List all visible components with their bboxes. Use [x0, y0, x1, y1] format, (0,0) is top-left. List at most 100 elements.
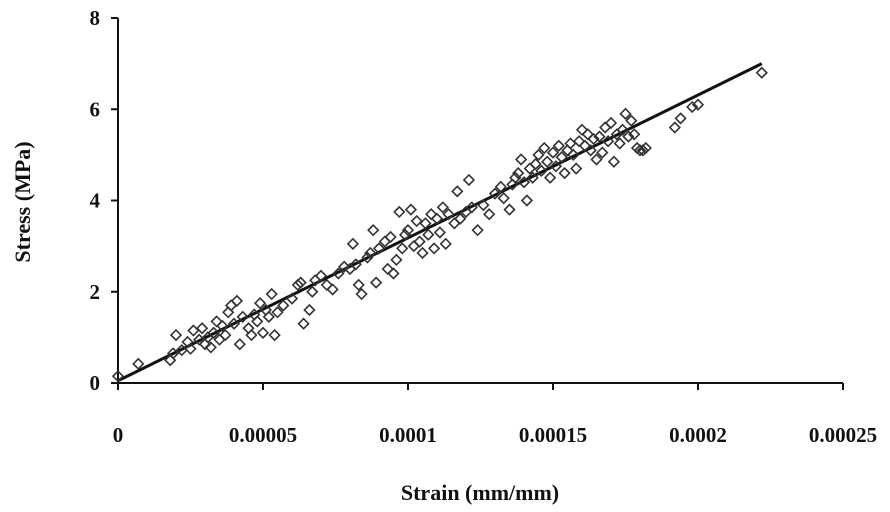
data-point	[166, 347, 180, 360]
data-point	[407, 239, 420, 253]
x-tick-label: 0.0001	[379, 423, 437, 447]
data-point	[599, 121, 612, 134]
data-point	[303, 303, 316, 317]
data-point	[529, 157, 542, 171]
data-point	[320, 278, 333, 292]
data-point	[332, 267, 345, 280]
data-point	[230, 294, 244, 308]
data-point	[686, 100, 699, 114]
data-point	[393, 205, 406, 219]
data-point	[581, 128, 594, 141]
data-point	[256, 326, 270, 339]
data-point	[523, 162, 536, 175]
data-point	[361, 251, 374, 264]
data-point	[297, 317, 310, 330]
data-point	[509, 171, 522, 184]
data-point	[572, 135, 586, 148]
data-point	[207, 326, 220, 339]
data-point	[546, 146, 560, 159]
data-point	[245, 328, 258, 342]
y-tick-label: 2	[90, 280, 101, 304]
data-point	[326, 283, 339, 296]
data-point	[639, 141, 652, 155]
data-point	[372, 242, 386, 255]
data-point	[616, 123, 629, 136]
data-point	[410, 214, 423, 228]
y-tick-label: 8	[90, 6, 101, 30]
data-point	[413, 235, 426, 248]
data-point	[195, 322, 209, 335]
data-point	[625, 114, 638, 127]
data-point	[265, 287, 278, 301]
data-point	[526, 171, 539, 184]
data-point	[367, 224, 380, 237]
data-point	[291, 278, 304, 292]
data-point	[390, 253, 403, 266]
data-point	[538, 141, 551, 155]
data-point	[590, 153, 603, 166]
trend-line-group	[117, 62, 763, 383]
data-point	[596, 146, 609, 159]
data-point	[619, 107, 632, 120]
data-point	[593, 130, 606, 143]
data-point	[251, 315, 264, 328]
data-point	[628, 128, 641, 141]
data-point	[578, 139, 592, 152]
data-point	[436, 201, 449, 214]
data-point	[514, 153, 528, 166]
data-point	[187, 324, 200, 337]
data-point	[396, 242, 409, 255]
x-tick-label: 0	[113, 423, 124, 447]
data-point	[541, 155, 554, 168]
data-point	[111, 370, 125, 383]
data-point	[268, 328, 281, 342]
data-point	[462, 173, 476, 187]
data-point	[567, 148, 580, 162]
data-point	[381, 262, 394, 276]
data-point	[512, 166, 525, 180]
data-point	[454, 212, 467, 225]
x-tick-label: 0.00005	[229, 423, 297, 447]
data-point	[532, 148, 545, 162]
x-tick-label: 0.00025	[809, 423, 877, 447]
data-point	[587, 132, 600, 146]
data-point	[552, 139, 565, 152]
data-point	[132, 357, 145, 370]
data-point	[384, 230, 397, 244]
data-point	[204, 341, 217, 354]
data-point	[355, 287, 368, 301]
data-point	[488, 187, 502, 200]
data-point	[184, 342, 197, 355]
data-point	[503, 203, 516, 216]
data-point	[253, 297, 267, 310]
data-point	[755, 66, 768, 79]
data-point	[674, 112, 687, 125]
trend-line	[117, 62, 763, 383]
data-point	[427, 242, 441, 255]
data-point	[352, 278, 365, 292]
data-point	[227, 317, 241, 330]
data-point	[285, 292, 299, 305]
data-point	[601, 135, 615, 148]
x-axis-title: Strain (mm/mm)	[401, 480, 559, 505]
data-point	[570, 162, 583, 175]
data-point	[520, 194, 534, 207]
data-point	[219, 328, 232, 342]
data-point	[419, 217, 432, 230]
data-point	[271, 306, 284, 319]
data-point	[465, 201, 478, 214]
data-point	[314, 269, 328, 282]
data-point	[613, 137, 626, 150]
data-point	[277, 299, 290, 312]
data-point	[604, 116, 618, 130]
data-point	[306, 285, 319, 298]
data-point	[494, 180, 507, 193]
data-point	[210, 315, 223, 328]
data-point	[416, 246, 429, 260]
y-tick-label: 6	[90, 97, 101, 121]
data-point	[668, 121, 681, 134]
data-point	[448, 217, 461, 230]
data-point	[483, 208, 496, 221]
data-point	[338, 260, 351, 273]
